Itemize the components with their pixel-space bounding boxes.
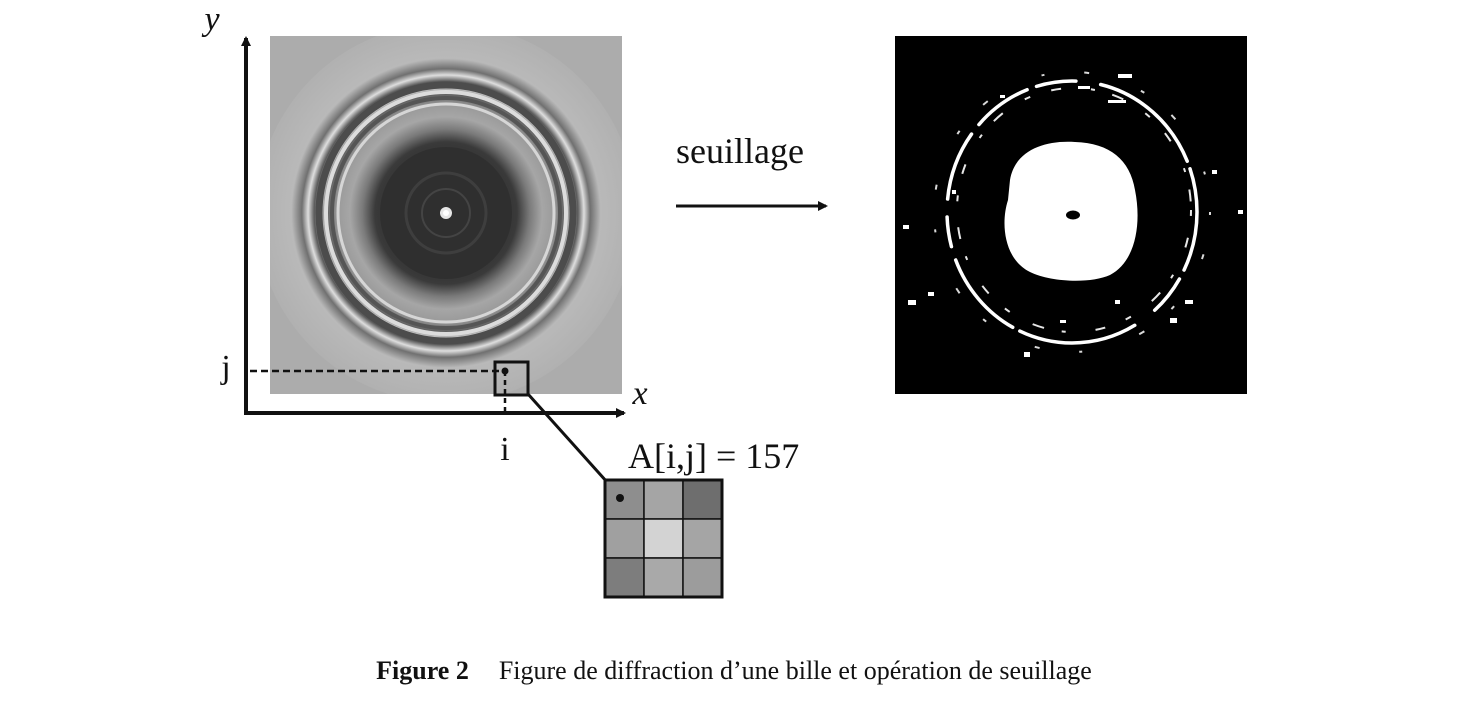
zoom-grid-cell — [643, 518, 684, 559]
zoom-grid — [603, 478, 724, 599]
x-axis-label: x — [631, 375, 647, 412]
caption-number: Figure 2 — [376, 656, 469, 685]
zoom-grid-cell — [682, 557, 723, 598]
i-label: i — [500, 431, 509, 468]
zoom-grid-cell — [604, 479, 645, 520]
axes: y x — [201, 1, 648, 418]
figure-caption: Figure 2 Figure de diffraction d’une bill… — [0, 656, 1468, 686]
pixel-equation: A[i,j] = 157 — [628, 436, 799, 476]
zoom-grid-cell — [682, 518, 723, 559]
threshold-operation: seuillage — [676, 131, 828, 211]
pixel-selection-box — [493, 360, 530, 397]
pixel-dot — [501, 367, 509, 375]
caption-text: Figure de diffraction d’une bille et opé… — [498, 656, 1092, 685]
zoom-grid-cell — [643, 479, 684, 520]
y-axis-label: y — [201, 1, 220, 38]
diffraction-image — [270, 36, 622, 394]
zoom-pixel-dot — [616, 494, 624, 502]
thresholded-image — [895, 36, 1247, 394]
zoom-grid-cell — [604, 518, 645, 559]
pixel-projection: j i — [220, 349, 609, 484]
operation-label: seuillage — [676, 131, 804, 171]
zoom-grid-border — [603, 478, 724, 599]
j-label: j — [220, 349, 230, 386]
zoom-connector — [526, 392, 609, 484]
zoom-grid-cell — [643, 557, 684, 598]
zoom-grid-cell — [682, 479, 723, 520]
figure-diagram: y x j i A[i,j] = 157 seuillage — [201, 1, 1247, 599]
zoom-grid-cell — [604, 557, 645, 598]
